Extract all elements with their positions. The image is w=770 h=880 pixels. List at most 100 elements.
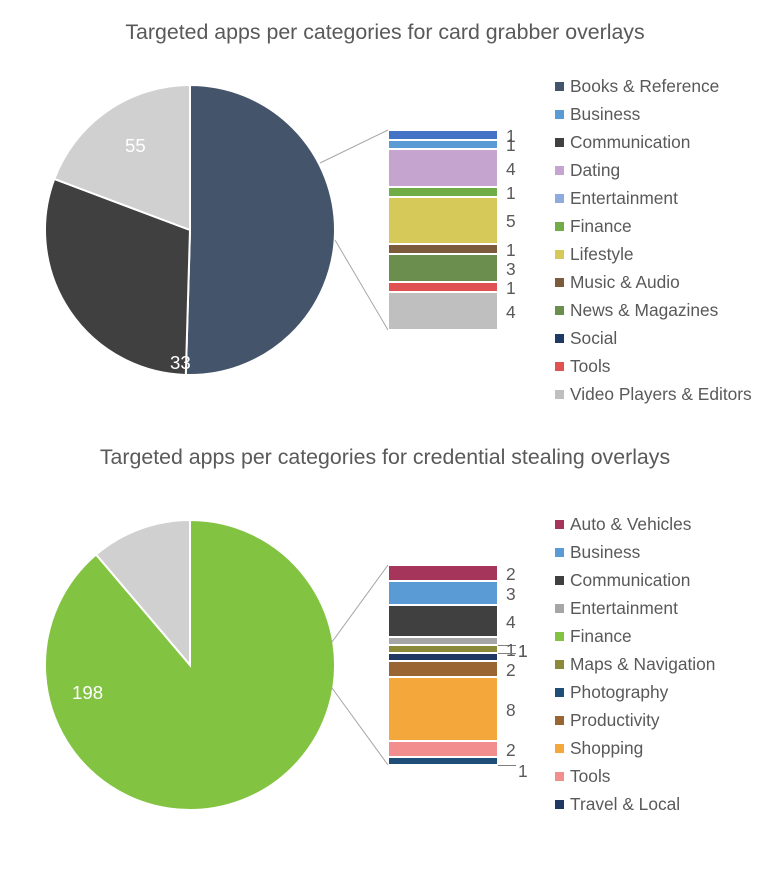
- card-grabber-chart-legend-item: Lifestyle: [555, 240, 752, 268]
- legend-label: Travel & Local: [570, 794, 680, 815]
- credential-stealing-chart-title: Targeted apps per categories for credent…: [90, 445, 680, 470]
- credential-stealing-chart-stack-value: 2: [506, 740, 516, 761]
- credential-stealing-chart-legend-item: Maps & Navigation: [555, 650, 715, 678]
- credential-stealing-chart-stack-segment: [388, 565, 498, 581]
- credential-stealing-chart-legend-item: Communication: [555, 566, 715, 594]
- credential-stealing-chart-stack-segment: [388, 757, 498, 765]
- card-grabber-chart-stack-segment: [388, 149, 498, 187]
- legend-swatch: [555, 688, 564, 697]
- credential-stealing-chart-legend-item: Finance: [555, 622, 715, 650]
- card-grabber-chart-stack-segment: [388, 244, 498, 254]
- card-grabber-chart-legend-item: Social: [555, 324, 752, 352]
- credential-stealing-chart-breakout-guide: [331, 687, 389, 766]
- card-grabber-chart-stack-segment: [388, 140, 498, 150]
- card-grabber-chart-legend: Books & Reference Business Communication Da…: [555, 72, 752, 408]
- credential-stealing-chart-stack-segment: [388, 677, 498, 741]
- legend-swatch: [555, 82, 564, 91]
- card-grabber-chart-breakout-stack: [388, 130, 498, 330]
- legend-label: Productivity: [570, 710, 660, 731]
- credential-stealing-chart-legend-item: Business: [555, 538, 715, 566]
- card-grabber-chart-stack-value: 1: [506, 240, 516, 261]
- legend-label: Communication: [570, 132, 690, 153]
- card-grabber-chart-slice-label: 33: [170, 352, 191, 374]
- legend-label: Lifestyle: [570, 244, 634, 265]
- credential-stealing-chart-stack-value: 1: [518, 641, 528, 662]
- legend-label: Business: [570, 542, 640, 563]
- card-grabber-chart-stack-segment: [388, 197, 498, 245]
- card-grabber-chart-legend-item: Entertainment: [555, 184, 752, 212]
- card-grabber-chart-legend-item: Communication: [555, 128, 752, 156]
- card-grabber-chart-legend-item: Music & Audio: [555, 268, 752, 296]
- credential-stealing-chart-stack-segment: [388, 581, 498, 605]
- card-grabber-chart-breakout-guide: [334, 239, 389, 331]
- legend-label: Finance: [570, 626, 632, 647]
- credential-stealing-chart-breakout-stack: [388, 565, 498, 765]
- card-grabber-chart-legend-item: Tools: [555, 352, 752, 380]
- legend-swatch: [555, 604, 564, 613]
- card-grabber-chart-legend-item: Books & Reference: [555, 72, 752, 100]
- credential-stealing-chart-stack-value: 3: [506, 584, 516, 605]
- legend-swatch: [555, 194, 564, 203]
- card-grabber-chart-legend-item: Video Players & Editors: [555, 380, 752, 408]
- legend-label: Social: [570, 328, 617, 349]
- legend-swatch: [555, 250, 564, 259]
- legend-swatch: [555, 548, 564, 557]
- legend-label: Tools: [570, 766, 610, 787]
- credential-stealing-chart-legend-item: Tools: [555, 762, 715, 790]
- legend-label: Video Players & Editors: [570, 384, 752, 405]
- card-grabber-chart-legend-item: Finance: [555, 212, 752, 240]
- credential-stealing-chart-legend-item: Entertainment: [555, 594, 715, 622]
- legend-label: Maps & Navigation: [570, 654, 715, 675]
- credential-stealing-chart-breakout-guide: [331, 564, 389, 643]
- card-grabber-chart-legend-item: Business: [555, 100, 752, 128]
- legend-label: Shopping: [570, 738, 643, 759]
- legend-swatch: [555, 632, 564, 641]
- legend-swatch: [555, 110, 564, 119]
- credential-stealing-chart-stack-value: 1: [506, 640, 516, 661]
- card-grabber-chart-pie: [43, 83, 337, 377]
- card-grabber-chart-stack-value: 4: [506, 159, 516, 180]
- card-grabber-chart-breakout-guide: [319, 129, 389, 164]
- legend-swatch: [555, 660, 564, 669]
- legend-label: Business: [570, 104, 640, 125]
- credential-stealing-chart-legend: Auto & VehiclesBusinessCommunicationEnte…: [555, 510, 715, 818]
- credential-stealing-chart-slice-label: 198: [72, 682, 103, 704]
- credential-stealing-chart-legend-item: Shopping: [555, 734, 715, 762]
- credential-stealing-chart-stack-value: 4: [506, 612, 516, 633]
- card-grabber-chart-stack-segment: [388, 130, 498, 140]
- credential-stealing-chart-pie: [43, 518, 337, 812]
- credential-stealing-chart-stack-segment: [388, 605, 498, 637]
- credential-stealing-chart-stack-value: 2: [506, 660, 516, 681]
- card-grabber-chart-stack-value: 1: [506, 278, 516, 299]
- legend-swatch: [555, 222, 564, 231]
- card-grabber-chart-stack-segment: [388, 187, 498, 197]
- credential-stealing-chart-stack-segment: [388, 645, 498, 653]
- legend-swatch: [555, 744, 564, 753]
- card-grabber-chart-stack-segment: [388, 282, 498, 292]
- legend-label: News & Magazines: [570, 300, 718, 321]
- legend-label: Dating: [570, 160, 620, 181]
- legend-swatch: [555, 334, 564, 343]
- credential-stealing-chart-legend-item: Photography: [555, 678, 715, 706]
- legend-swatch: [555, 390, 564, 399]
- legend-swatch: [555, 306, 564, 315]
- card-grabber-chart-stack-value: 1: [506, 183, 516, 204]
- legend-swatch: [555, 166, 564, 175]
- legend-label: Communication: [570, 570, 690, 591]
- legend-swatch: [555, 520, 564, 529]
- card-grabber-chart-stack-segment: [388, 254, 498, 283]
- legend-label: Music & Audio: [570, 272, 680, 293]
- credential-stealing-chart-stack-segment: [388, 741, 498, 757]
- legend-swatch: [555, 362, 564, 371]
- card-grabber-chart-stack-value: 1: [506, 135, 516, 156]
- legend-label: Photography: [570, 682, 668, 703]
- legend-label: Books & Reference: [570, 76, 719, 97]
- legend-swatch: [555, 716, 564, 725]
- credential-stealing-chart-stack-value: 1: [518, 761, 528, 782]
- legend-label: Entertainment: [570, 598, 678, 619]
- card-grabber-chart-stack-value: 3: [506, 259, 516, 280]
- credential-stealing-chart-stack-value-connector: [498, 765, 516, 766]
- card-grabber-chart-stack-value: 5: [506, 211, 516, 232]
- card-grabber-chart-title: Targeted apps per categories for card gr…: [105, 20, 665, 45]
- card-grabber-chart-slice: [186, 85, 335, 375]
